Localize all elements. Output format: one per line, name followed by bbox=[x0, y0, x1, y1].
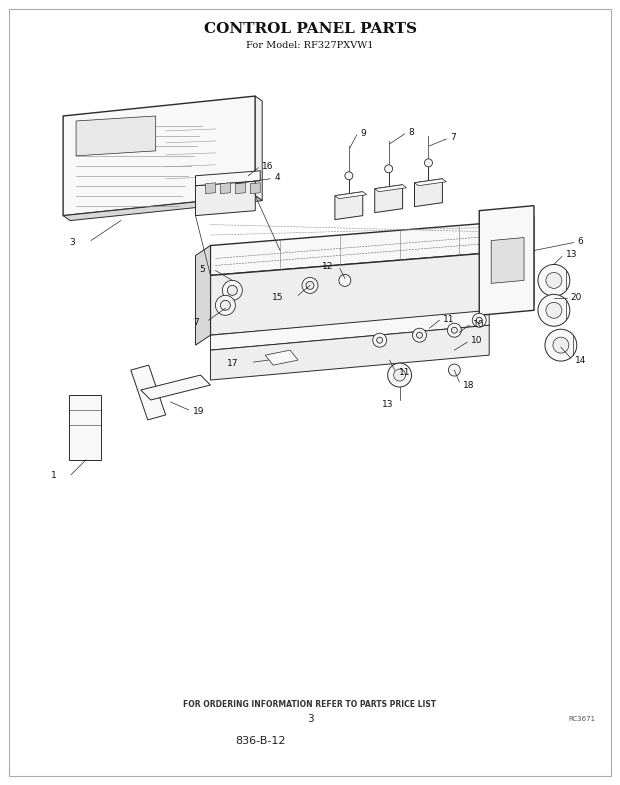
Circle shape bbox=[220, 301, 231, 310]
Text: 10: 10 bbox=[473, 319, 485, 329]
Polygon shape bbox=[479, 206, 534, 316]
Text: 16: 16 bbox=[262, 162, 273, 171]
Polygon shape bbox=[195, 181, 255, 216]
Circle shape bbox=[339, 275, 351, 287]
Polygon shape bbox=[250, 183, 260, 194]
Circle shape bbox=[388, 363, 412, 387]
Polygon shape bbox=[265, 350, 298, 365]
Circle shape bbox=[384, 165, 392, 173]
Circle shape bbox=[546, 272, 562, 288]
Polygon shape bbox=[236, 183, 246, 194]
Circle shape bbox=[476, 317, 482, 323]
Circle shape bbox=[306, 281, 314, 290]
Text: 7: 7 bbox=[193, 318, 198, 327]
Text: 11: 11 bbox=[399, 367, 410, 377]
Text: RC3671: RC3671 bbox=[569, 716, 596, 722]
Text: 15: 15 bbox=[272, 293, 283, 302]
Circle shape bbox=[425, 159, 432, 166]
Circle shape bbox=[553, 338, 569, 353]
Text: 14: 14 bbox=[575, 356, 586, 364]
Polygon shape bbox=[141, 375, 210, 400]
Circle shape bbox=[417, 332, 422, 338]
Circle shape bbox=[302, 277, 318, 294]
Text: 13: 13 bbox=[566, 250, 577, 259]
Circle shape bbox=[538, 265, 570, 297]
Polygon shape bbox=[374, 184, 407, 192]
Polygon shape bbox=[220, 183, 231, 194]
Polygon shape bbox=[210, 250, 519, 335]
Polygon shape bbox=[255, 96, 262, 201]
Polygon shape bbox=[210, 221, 519, 276]
Text: 3: 3 bbox=[69, 238, 75, 247]
Polygon shape bbox=[76, 116, 156, 156]
Text: 5: 5 bbox=[200, 265, 205, 274]
Text: 13: 13 bbox=[382, 400, 394, 410]
Circle shape bbox=[223, 280, 242, 301]
Polygon shape bbox=[210, 310, 489, 350]
Polygon shape bbox=[195, 171, 260, 186]
Text: 1: 1 bbox=[51, 471, 57, 480]
Circle shape bbox=[545, 329, 577, 361]
Circle shape bbox=[538, 294, 570, 327]
Text: 6: 6 bbox=[578, 237, 583, 246]
Polygon shape bbox=[210, 325, 489, 380]
Text: For Model: RF327PXVW1: For Model: RF327PXVW1 bbox=[246, 41, 374, 49]
Polygon shape bbox=[131, 365, 166, 420]
Text: 17: 17 bbox=[227, 359, 238, 367]
Text: 11: 11 bbox=[443, 315, 455, 323]
Text: 8: 8 bbox=[409, 129, 414, 137]
Text: 18: 18 bbox=[463, 381, 475, 389]
Polygon shape bbox=[335, 192, 363, 220]
Polygon shape bbox=[63, 96, 255, 216]
Polygon shape bbox=[195, 246, 210, 345]
Circle shape bbox=[373, 333, 387, 347]
Text: 3: 3 bbox=[307, 714, 313, 724]
Polygon shape bbox=[415, 179, 443, 206]
Text: 9: 9 bbox=[361, 130, 366, 138]
Circle shape bbox=[215, 295, 236, 316]
Circle shape bbox=[448, 364, 460, 376]
Polygon shape bbox=[491, 238, 524, 283]
Polygon shape bbox=[415, 179, 446, 186]
Text: FOR ORDERING INFORMATION REFER TO PARTS PRICE LIST: FOR ORDERING INFORMATION REFER TO PARTS … bbox=[184, 700, 436, 710]
Circle shape bbox=[412, 328, 427, 342]
Polygon shape bbox=[205, 183, 215, 194]
Polygon shape bbox=[335, 192, 367, 199]
Text: CONTROL PANEL PARTS: CONTROL PANEL PARTS bbox=[203, 22, 417, 36]
Text: 10: 10 bbox=[471, 336, 483, 345]
Text: 20: 20 bbox=[571, 293, 582, 302]
Circle shape bbox=[394, 369, 405, 381]
Circle shape bbox=[228, 286, 237, 295]
Polygon shape bbox=[374, 184, 402, 213]
Polygon shape bbox=[519, 216, 534, 310]
Circle shape bbox=[448, 323, 461, 338]
Text: 4: 4 bbox=[274, 173, 280, 182]
Circle shape bbox=[451, 327, 458, 333]
Text: 19: 19 bbox=[193, 407, 204, 416]
Circle shape bbox=[377, 338, 383, 343]
Text: 12: 12 bbox=[322, 262, 333, 271]
Circle shape bbox=[472, 313, 486, 327]
Text: 7: 7 bbox=[450, 133, 456, 142]
Circle shape bbox=[546, 302, 562, 318]
Polygon shape bbox=[63, 195, 262, 221]
Circle shape bbox=[345, 172, 353, 180]
Text: 836-B-12: 836-B-12 bbox=[235, 736, 285, 746]
Polygon shape bbox=[69, 395, 101, 460]
